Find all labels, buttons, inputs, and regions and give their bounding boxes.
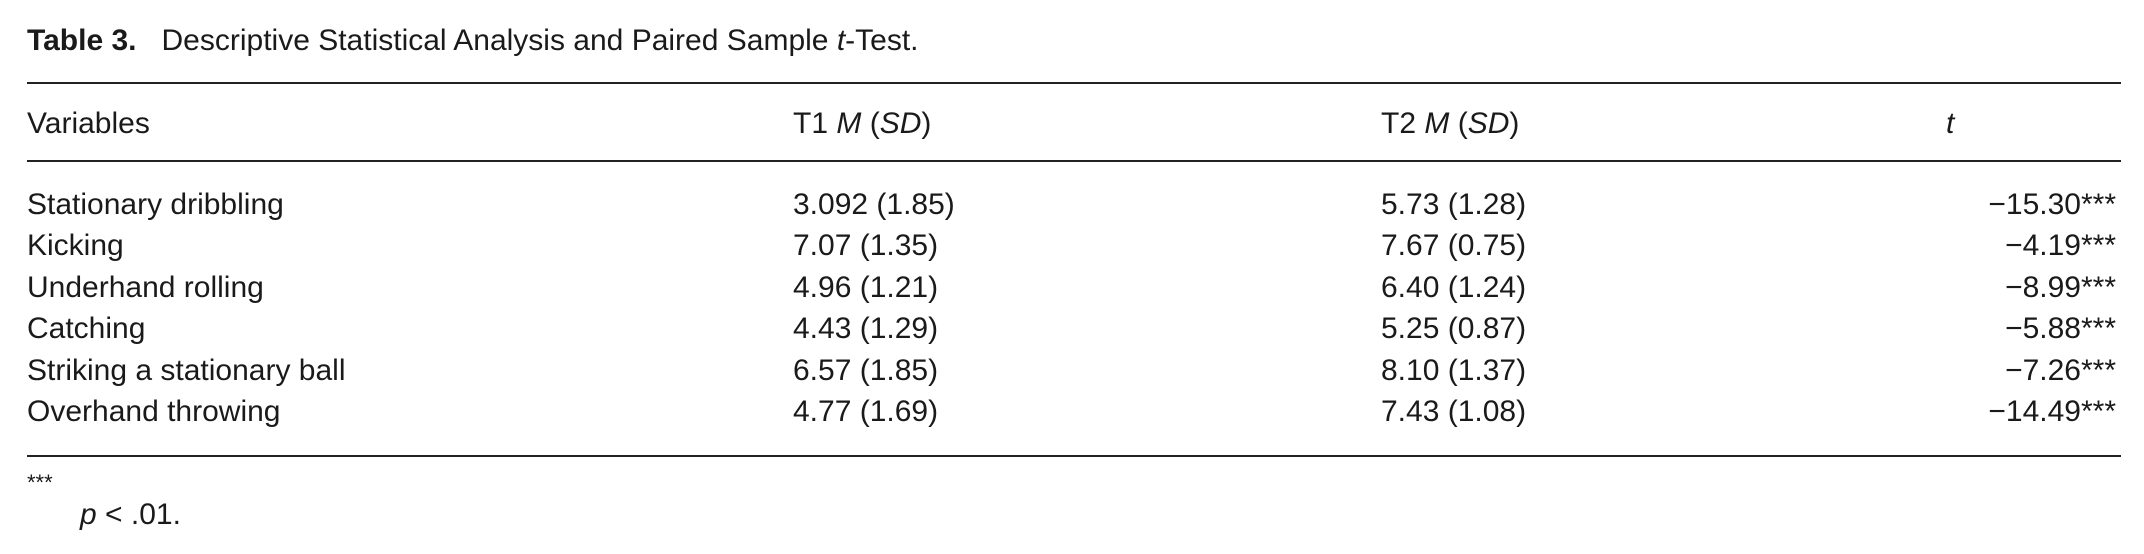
header-text: T1	[793, 107, 837, 140]
table-cell: 5.25 (0.87)	[1381, 312, 1527, 346]
footnote-text: p	[80, 498, 97, 531]
table-cell: −7.26***	[2005, 353, 2116, 387]
title-label: Table 3.	[27, 24, 137, 57]
header-text: )	[921, 107, 932, 140]
table-cell: Underhand rolling	[27, 270, 264, 304]
table-cell: Striking a stationary ball	[27, 353, 346, 387]
header-text: M	[836, 107, 862, 140]
bottom-rule	[27, 455, 2121, 457]
header-text: SD	[1467, 107, 1510, 140]
header-text: (	[1449, 107, 1468, 140]
footnote-mark: ***	[27, 470, 53, 495]
table-cell: 6.57 (1.85)	[793, 353, 939, 387]
table-cell: 7.67 (0.75)	[1381, 229, 1527, 263]
table-cell: 4.96 (1.21)	[793, 270, 939, 304]
header-text: T2	[1381, 107, 1425, 140]
header-text: M	[1424, 107, 1450, 140]
footnote: p < .01.	[80, 500, 181, 530]
table-cell: 5.73 (1.28)	[1381, 188, 1527, 221]
header-rule	[27, 160, 2121, 162]
table-cell: Kicking	[27, 229, 124, 263]
title-text: Descriptive Statistical Analysis and Pai…	[161, 24, 837, 57]
header-cell: t	[1946, 107, 1955, 140]
title-text: t	[836, 24, 846, 57]
table-cell: −5.88***	[2005, 312, 2116, 346]
table-cell: 4.43 (1.29)	[793, 312, 939, 346]
table-cell: Overhand throwing	[27, 395, 281, 428]
table-cell: −15.30***	[1988, 188, 2116, 221]
table-cell: Catching	[27, 312, 146, 346]
footnote-text: < .01.	[96, 498, 181, 531]
table-cell: 3.092 (1.85)	[793, 188, 955, 221]
table-cell: 7.07 (1.35)	[793, 229, 939, 263]
table-cell: 6.40 (1.24)	[1381, 270, 1527, 304]
table-cell: −4.19***	[2005, 229, 2116, 263]
table-cell: −8.99***	[2005, 270, 2116, 304]
header-cell: T2 M (SD)	[1381, 109, 1519, 139]
table-cell: 8.10 (1.37)	[1381, 353, 1527, 387]
title-text: -Test.	[845, 24, 919, 57]
header-text: SD	[879, 107, 922, 140]
header-text: )	[1509, 107, 1520, 140]
header-cell: T1 M (SD)	[793, 109, 931, 139]
table-title: Table 3. Descriptive Statistical Analysi…	[27, 26, 919, 56]
table-cell: 4.77 (1.69)	[793, 395, 939, 428]
table-cell: −14.49***	[1988, 395, 2116, 428]
top-rule	[27, 82, 2121, 84]
header-text: (	[861, 107, 880, 140]
table-cell: 7.43 (1.08)	[1381, 395, 1527, 428]
header-cell: Variables	[27, 107, 150, 140]
table-cell: Stationary dribbling	[27, 188, 284, 221]
